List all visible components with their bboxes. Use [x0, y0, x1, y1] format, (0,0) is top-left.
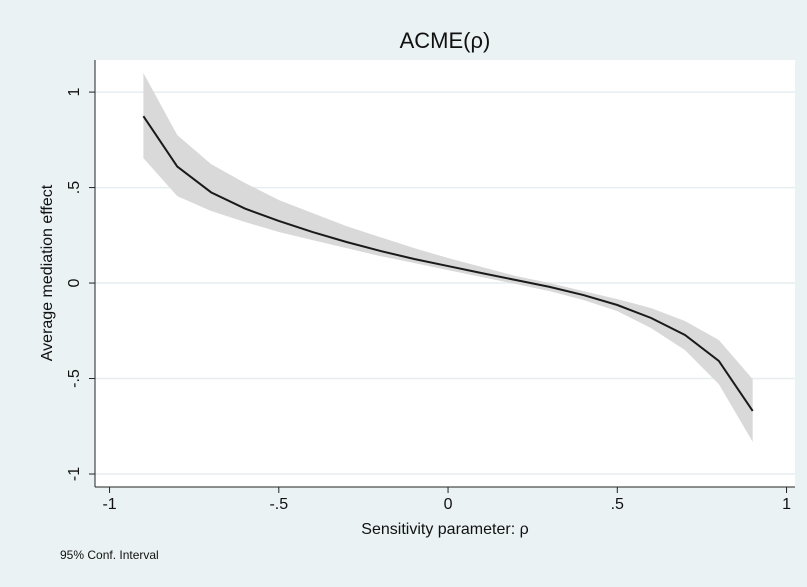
x-tick-label: 0 [444, 496, 453, 513]
chart-title: ACME(ρ) [400, 28, 491, 53]
y-tick-label: 1 [66, 88, 83, 97]
y-tick-label: -1 [66, 467, 83, 481]
y-tick-label: -.5 [66, 369, 83, 388]
y-tick-label: .5 [66, 181, 83, 194]
x-tick-label: -.5 [269, 496, 288, 513]
y-tick-label: 0 [66, 279, 83, 288]
line [142, 115, 754, 412]
x-tick-label: .5 [611, 496, 624, 513]
x-tick-label: 1 [782, 496, 791, 513]
plot-area [95, 60, 795, 487]
x-tick-label: -1 [102, 496, 116, 513]
y-axis-label: Average mediation effect [39, 184, 56, 361]
legend-note: 95% Conf. Interval [60, 548, 159, 562]
x-axis-label: Sensitivity parameter: ρ [361, 521, 528, 538]
